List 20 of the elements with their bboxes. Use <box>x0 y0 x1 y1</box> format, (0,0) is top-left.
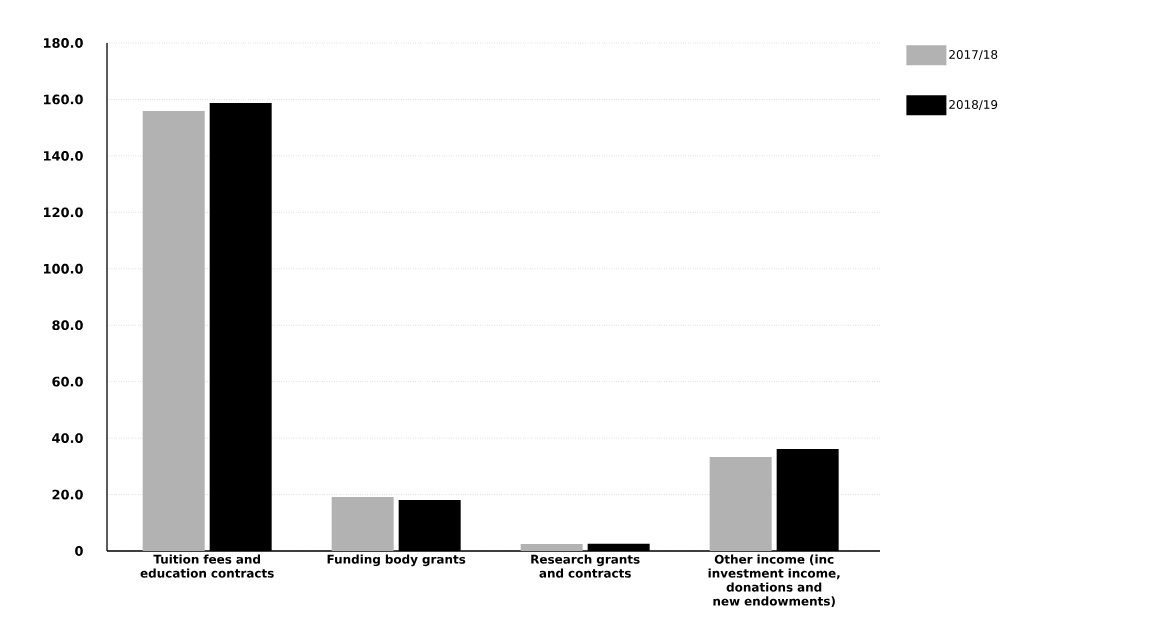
y-tick-label: 40.0 <box>52 433 83 443</box>
bar <box>331 497 394 551</box>
x-tick-label: Other income (inc investment income, donations and new endowments) <box>708 554 840 608</box>
bar <box>520 543 583 551</box>
y-tick-label: 60.0 <box>52 376 83 387</box>
x-tick-label: Research grants and contracts <box>531 554 640 578</box>
x-tick-label: Tuition fees and education contracts <box>140 554 274 578</box>
legend-label: 2018/19 <box>949 99 998 110</box>
y-tick-label: 20.0 <box>52 489 83 500</box>
bar <box>709 457 772 551</box>
y-tick-label: 0 <box>75 546 83 556</box>
y-tick-label: 160.0 <box>43 94 83 105</box>
bar <box>142 111 205 551</box>
x-tick-label: Funding body grants <box>327 554 466 567</box>
y-tick-label: 100.0 <box>43 263 83 274</box>
legend-label: 2017/18 <box>949 49 998 60</box>
y-tick-label: 120.0 <box>43 207 83 218</box>
y-tick-label: 80.0 <box>52 320 83 331</box>
y-tick-label: 180.0 <box>43 38 83 48</box>
y-tick-label: 140.0 <box>43 150 83 161</box>
